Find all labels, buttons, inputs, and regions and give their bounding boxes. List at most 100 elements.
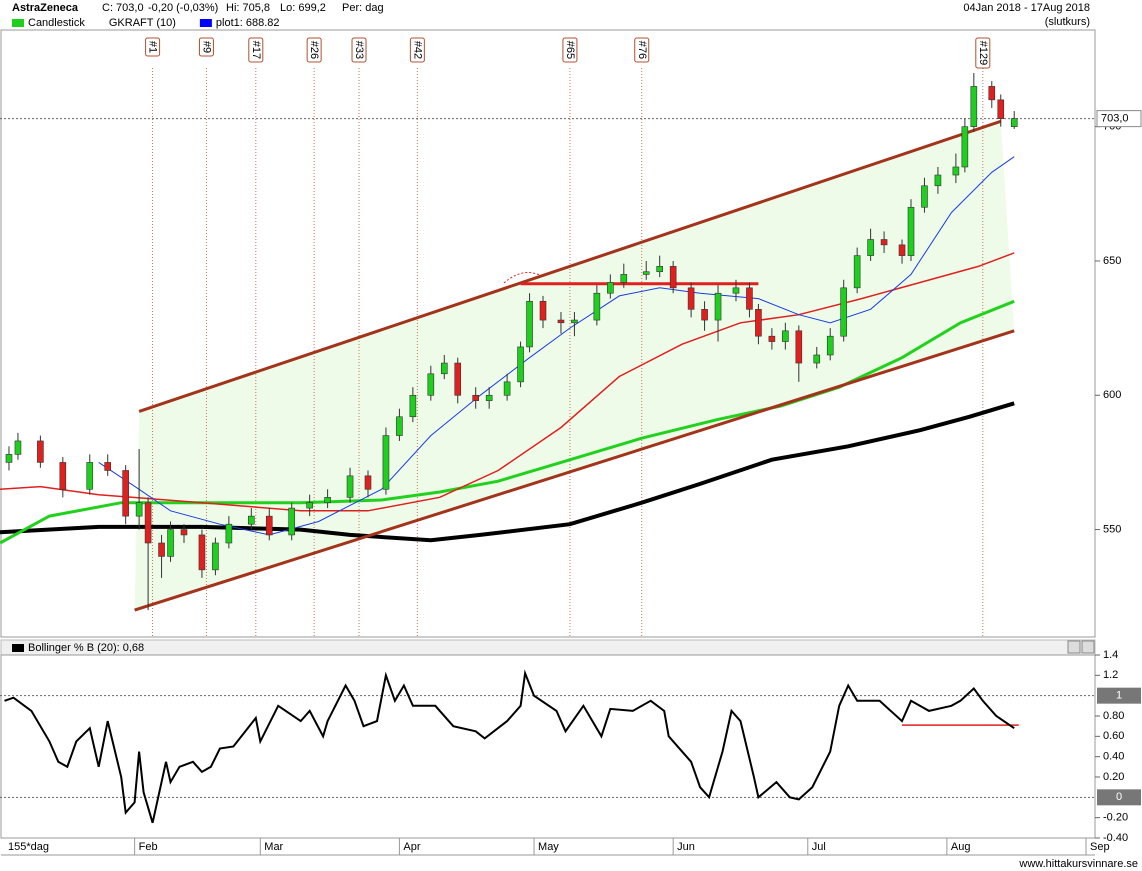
site: www.hittakursvinnare.se	[1018, 858, 1138, 870]
marker-box	[351, 37, 367, 63]
candle-body	[503, 381, 511, 396]
marker-box	[145, 37, 161, 57]
marker-label: #17	[250, 41, 262, 59]
x-tick-label: Aug	[951, 841, 971, 853]
x-tick-label: Jul	[812, 841, 826, 853]
candle-body	[248, 515, 255, 525]
candle-body	[880, 239, 888, 246]
reference-label: 1	[1116, 690, 1122, 702]
ticker: AstraZeneca	[12, 2, 79, 14]
candle-body	[571, 319, 578, 324]
y-tick-label: 650	[1103, 255, 1121, 267]
candle-body	[440, 362, 448, 375]
reference-label: 0	[1116, 791, 1122, 803]
legend-entry: GKRAFT (10)	[109, 17, 176, 29]
y-tick-label: 0.20	[1103, 771, 1124, 783]
x-tick-label: Feb	[139, 841, 158, 853]
legend-entry: plot1: 688.82	[216, 17, 280, 29]
candle-body	[158, 542, 165, 557]
y-tick-label: -0.40	[1103, 832, 1128, 844]
candle-body	[642, 271, 650, 275]
candle-body	[526, 300, 533, 348]
candle-body	[746, 287, 753, 310]
candle-body	[212, 542, 219, 571]
candle-body	[454, 362, 462, 396]
marker-box	[248, 37, 264, 63]
candle-body	[104, 462, 112, 471]
close-button[interactable]	[1081, 640, 1095, 654]
candle-body	[952, 166, 960, 176]
candle-body	[988, 86, 996, 101]
candle-body	[607, 282, 614, 294]
marker-box	[975, 37, 991, 69]
marker-box	[198, 37, 214, 57]
channel-fill	[134, 121, 1015, 611]
candle-body	[1010, 118, 1018, 127]
marker-box	[306, 37, 322, 63]
candle-body	[225, 523, 233, 544]
y-tick-label: 600	[1103, 389, 1121, 401]
candle-body	[396, 416, 403, 436]
reference-box	[1097, 687, 1141, 704]
moving-average	[0, 299, 1015, 545]
y-tick-label: 0.40	[1103, 751, 1124, 763]
candle-body	[265, 515, 273, 536]
candle-body	[517, 346, 524, 383]
x-tick-label: Apr	[403, 841, 420, 853]
candle-body	[557, 319, 565, 324]
candle-body	[714, 292, 722, 321]
y-tick-label: 0.80	[1103, 710, 1124, 722]
marker-box	[409, 37, 425, 63]
marker-box	[634, 37, 650, 63]
candle-body	[409, 394, 417, 418]
candle-body	[782, 330, 789, 342]
candle-body	[921, 185, 928, 208]
marker-label: #1	[147, 41, 159, 53]
candle-body	[970, 86, 978, 127]
main-frame	[0, 29, 1096, 638]
candle-body	[14, 440, 22, 455]
candle-body	[656, 266, 663, 273]
candle-body	[180, 529, 188, 536]
candle-body	[867, 239, 874, 256]
marker-label: #129	[977, 41, 989, 65]
panel-title: Bollinger % B (20): 0,68	[28, 642, 144, 654]
moving-average	[0, 252, 1015, 512]
candle-body	[593, 292, 601, 321]
period: Per: dag	[342, 2, 384, 14]
candle-body	[961, 126, 969, 168]
x-tick-label: Sep	[1090, 841, 1110, 853]
last-price-box	[1096, 110, 1142, 128]
zoom-button[interactable]	[1067, 640, 1081, 654]
candle-body	[755, 309, 762, 337]
x-tick-label: Mar	[264, 841, 283, 853]
candle-body	[732, 287, 740, 294]
marker-label: #9	[201, 41, 213, 53]
lower-frame	[0, 654, 1096, 839]
candle-body	[382, 435, 390, 490]
candle-body	[795, 330, 803, 364]
panel-swatch	[12, 644, 24, 652]
candle-body	[687, 287, 695, 310]
period-count: 155*dag	[8, 841, 49, 853]
y-tick-label: 0.60	[1103, 730, 1124, 742]
candle-body	[86, 462, 94, 490]
marker-label: #76	[636, 41, 648, 59]
candle-body	[5, 454, 13, 463]
candle-body	[907, 206, 915, 256]
price-note: (slutkurs)	[1045, 16, 1090, 28]
marker-label: #65	[564, 41, 576, 59]
y-tick-label: 550	[1103, 523, 1121, 535]
legend-swatch	[12, 19, 24, 27]
x-tick-label: May	[538, 841, 559, 853]
panel-header	[0, 639, 1096, 656]
trend-line	[138, 119, 1002, 413]
y-tick-label: 1.2	[1103, 669, 1118, 681]
candle-body	[198, 534, 206, 571]
legend-entry: Candlestick	[28, 17, 85, 29]
reference-box	[1097, 789, 1141, 806]
candle-body	[59, 462, 67, 490]
candle-body	[288, 507, 296, 536]
close: C: 703,0	[102, 2, 144, 14]
candle-body	[364, 475, 372, 490]
